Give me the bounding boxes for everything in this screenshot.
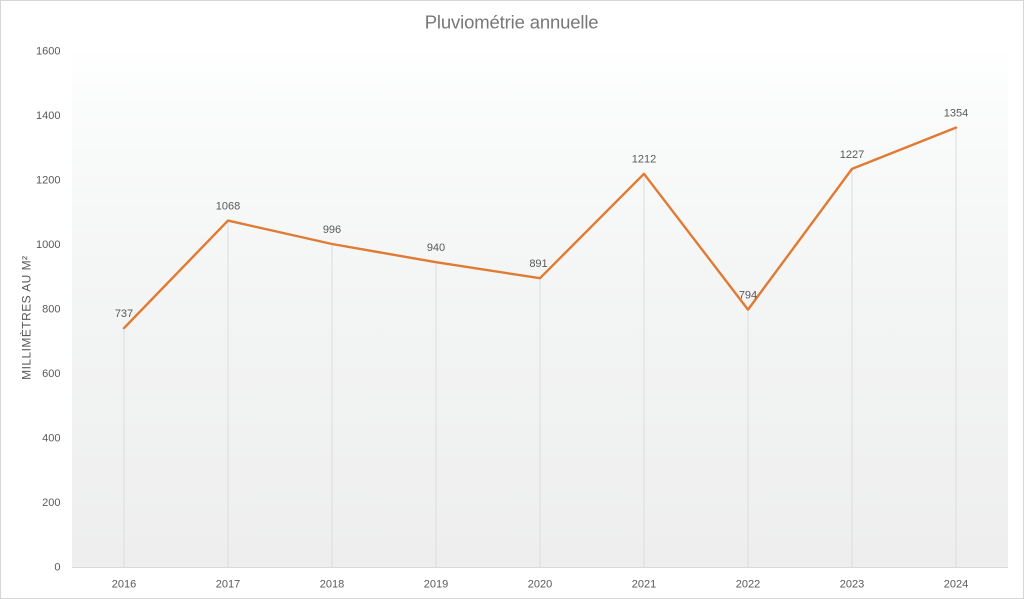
svg-text:940: 940 <box>427 242 445 254</box>
svg-text:Pluviométrie annuelle: Pluviométrie annuelle <box>425 11 599 32</box>
svg-text:MILLIMÈTRES AU M²: MILLIMÈTRES AU M² <box>19 256 34 380</box>
svg-text:200: 200 <box>42 497 60 509</box>
svg-text:794: 794 <box>739 290 757 302</box>
svg-text:2017: 2017 <box>216 579 240 591</box>
svg-text:2024: 2024 <box>944 579 968 591</box>
svg-text:0: 0 <box>54 562 60 574</box>
svg-text:1400: 1400 <box>36 110 60 122</box>
svg-text:1600: 1600 <box>36 46 60 58</box>
svg-text:2020: 2020 <box>528 579 552 591</box>
svg-text:600: 600 <box>42 368 60 380</box>
svg-text:1200: 1200 <box>36 175 60 187</box>
svg-text:737: 737 <box>115 308 133 320</box>
svg-text:2019: 2019 <box>424 579 448 591</box>
svg-text:800: 800 <box>42 304 60 316</box>
svg-text:400: 400 <box>42 433 60 445</box>
svg-text:2022: 2022 <box>736 579 760 591</box>
svg-text:2021: 2021 <box>632 579 656 591</box>
svg-text:1068: 1068 <box>216 201 240 213</box>
svg-text:1354: 1354 <box>944 108 968 120</box>
svg-text:2023: 2023 <box>840 579 864 591</box>
svg-text:996: 996 <box>323 224 341 236</box>
svg-text:1227: 1227 <box>840 149 864 161</box>
svg-text:2018: 2018 <box>320 579 344 591</box>
svg-text:1000: 1000 <box>36 239 60 251</box>
svg-text:1212: 1212 <box>632 154 656 166</box>
svg-text:891: 891 <box>529 258 547 270</box>
svg-text:2016: 2016 <box>112 579 136 591</box>
